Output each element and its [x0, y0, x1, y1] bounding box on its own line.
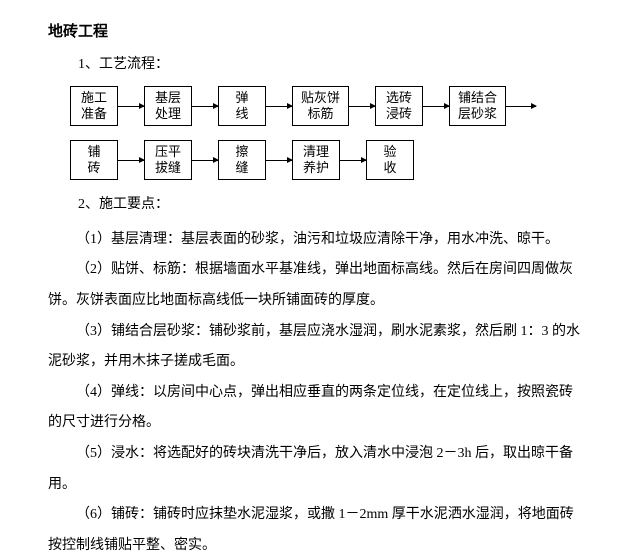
point-2a: （2）贴饼、标筋：根据墙面水平基准线，弹出地面标高线。然后在房间四周做灰 — [48, 257, 595, 284]
flow-box: 擦 缝 — [218, 140, 266, 180]
point-5a: （5）浸水：将选配好的砖块清洗干净后，放入清水中浸泡 2－3h 后，取出晾干备 — [48, 441, 595, 468]
arrow-icon — [266, 106, 292, 107]
arrow-icon — [266, 160, 292, 161]
flow-box: 贴灰饼 标筋 — [292, 86, 349, 126]
flow-box: 铺结合 层砂浆 — [449, 86, 506, 126]
flow-box-line: 压平 — [153, 144, 183, 161]
point-5b: 用。 — [48, 472, 595, 499]
flow-row-1: 施工 准备 基层 处理 弹 线 贴灰饼 标筋 选砖 浸砖 铺结合 层砂浆 — [70, 86, 605, 126]
flow-box-line: 铺结合 — [458, 90, 497, 107]
flow-box-line: 选砖 — [384, 90, 414, 107]
arrow-icon — [349, 106, 375, 107]
flow-row-2: 铺 砖 压平 拔缝 擦 缝 清理 养护 验 收 — [70, 140, 605, 180]
flow-box-line: 基层 — [153, 90, 183, 107]
arrow-icon — [340, 160, 366, 161]
flow-box: 压平 拔缝 — [144, 140, 192, 180]
flow-box-line: 验 — [375, 144, 405, 161]
point-3b: 泥砂浆，并用木抹子搓成毛面。 — [48, 349, 595, 376]
point-3a: （3）铺结合层砂浆：铺砂浆前，基层应浇水湿润，刷水泥素浆，然后刷 1：3 的水 — [48, 319, 595, 346]
flow-box-line: 施工 — [79, 90, 109, 107]
flow-box: 验 收 — [366, 140, 414, 180]
point-1: （1）基层清理：基层表面的砂浆，油污和垃圾应清除干净，用水冲洗、晾干。 — [48, 227, 595, 254]
section-2-label: 2、施工要点： — [78, 194, 605, 216]
flow-box: 基层 处理 — [144, 86, 192, 126]
flow-box-line: 弹 — [227, 90, 257, 107]
flow-box: 清理 养护 — [292, 140, 340, 180]
flow-box-line: 养护 — [301, 160, 331, 177]
flow-box: 弹 线 — [218, 86, 266, 126]
page-title: 地砖工程 — [48, 20, 605, 44]
flow-box-line: 铺 — [79, 144, 109, 161]
arrow-icon — [118, 106, 144, 107]
point-4b: 的尺寸进行分格。 — [48, 410, 595, 437]
point-6b: 按控制线铺贴平整、密实。 — [48, 533, 595, 559]
flow-box-line: 清理 — [301, 144, 331, 161]
arrow-icon — [423, 106, 449, 107]
flow-box-line: 层砂浆 — [458, 106, 497, 123]
point-4a: （4）弹线：以房间中心点，弹出相应垂直的两条定位线，在定位线上，按照瓷砖 — [48, 380, 595, 407]
section-1-label: 1、工艺流程： — [78, 54, 605, 76]
flow-box-line: 收 — [375, 160, 405, 177]
flow-box: 选砖 浸砖 — [375, 86, 423, 126]
flow-box-line: 缝 — [227, 160, 257, 177]
arrow-icon — [192, 160, 218, 161]
flow-box-line: 拔缝 — [153, 160, 183, 177]
flow-box-line: 贴灰饼 — [301, 90, 340, 107]
flow-box-line: 标筋 — [301, 106, 340, 123]
flow-box: 铺 砖 — [70, 140, 118, 180]
arrow-icon — [118, 160, 144, 161]
point-2b: 饼。灰饼表面应比地面标高线低一块所铺面砖的厚度。 — [48, 288, 595, 315]
arrow-icon — [506, 106, 536, 107]
flowchart: 施工 准备 基层 处理 弹 线 贴灰饼 标筋 选砖 浸砖 铺结合 层砂浆 — [70, 86, 605, 180]
flow-box-line: 擦 — [227, 144, 257, 161]
flow-box-line: 处理 — [153, 106, 183, 123]
arrow-icon — [192, 106, 218, 107]
flow-box-line: 线 — [227, 106, 257, 123]
flow-box-line: 砖 — [79, 160, 109, 177]
flow-box-line: 浸砖 — [384, 106, 414, 123]
point-6a: （6）铺砖：铺砖时应抹垫水泥湿浆，或撒 1－2mm 厚干水泥洒水湿润，将地面砖 — [48, 502, 595, 529]
flow-box: 施工 准备 — [70, 86, 118, 126]
flow-box-line: 准备 — [79, 106, 109, 123]
